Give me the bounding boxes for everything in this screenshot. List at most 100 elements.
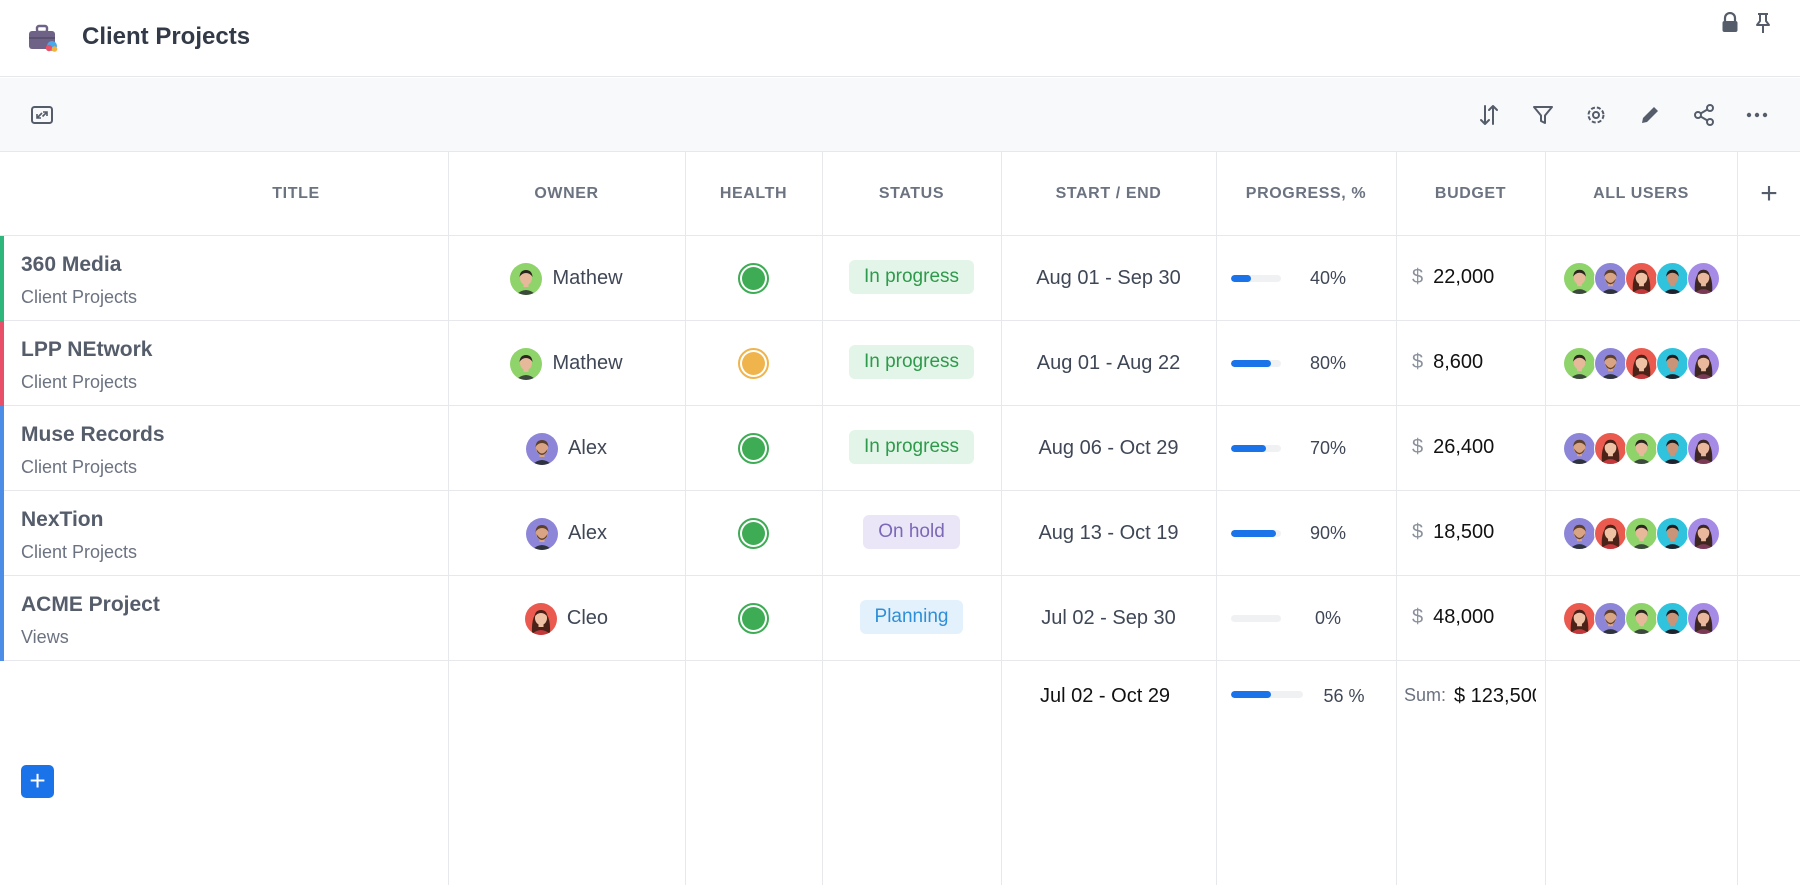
user-avatar[interactable] xyxy=(1656,347,1689,380)
column-header-progress[interactable]: PROGRESS, % xyxy=(1245,184,1367,202)
dates-cell[interactable]: Jul 02 - Sep 30 xyxy=(1001,576,1216,661)
user-avatar[interactable] xyxy=(1656,602,1689,635)
health-cell[interactable] xyxy=(685,576,822,661)
avatar-cleo xyxy=(1626,263,1657,294)
column-header-dates[interactable]: START / END xyxy=(1055,184,1162,202)
settings-button[interactable] xyxy=(1582,101,1610,129)
user-avatar[interactable] xyxy=(1625,347,1658,380)
more-button[interactable] xyxy=(1743,101,1771,129)
edit-button[interactable] xyxy=(1636,101,1664,129)
user-avatar[interactable] xyxy=(1563,602,1596,635)
table-row[interactable]: NexTion Client Projects Alex On hold Aug… xyxy=(0,491,1800,576)
budget-cell[interactable]: $ 8,600 xyxy=(1412,351,1483,374)
user-avatar[interactable] xyxy=(1687,602,1720,635)
user-avatar[interactable] xyxy=(1563,262,1596,295)
user-avatar[interactable] xyxy=(1687,432,1720,465)
table-row[interactable]: 360 Media Client Projects Mathew In prog… xyxy=(0,236,1800,321)
dates-cell[interactable]: Aug 06 - Oct 29 xyxy=(1001,406,1216,491)
row-title[interactable]: ACME Project xyxy=(21,593,160,616)
column-header-budget[interactable]: BUDGET xyxy=(1434,184,1507,202)
all-users-avatars[interactable] xyxy=(1563,432,1720,465)
user-avatar[interactable] xyxy=(1563,347,1596,380)
share-button[interactable] xyxy=(1690,101,1718,129)
status-cell[interactable]: In progress xyxy=(822,236,1001,321)
avatar-lena xyxy=(1688,348,1719,379)
health-cell[interactable] xyxy=(685,406,822,491)
row-subtitle: Client Projects xyxy=(21,542,138,562)
budget-cell[interactable]: $ 22,000 xyxy=(1412,266,1494,289)
owner-cell[interactable]: Cleo xyxy=(448,576,685,661)
owner-cell[interactable]: Mathew xyxy=(448,236,685,321)
table-row[interactable]: ACME Project Views Cleo Planning Jul 02 … xyxy=(0,576,1800,661)
avatar-lena xyxy=(1688,603,1719,634)
sort-button[interactable] xyxy=(1475,101,1503,129)
budget-cell[interactable]: $ 48,000 xyxy=(1412,606,1494,629)
user-avatar[interactable] xyxy=(1687,517,1720,550)
dates-cell[interactable]: Aug 13 - Oct 19 xyxy=(1001,491,1216,576)
row-subtitle: Views xyxy=(21,627,69,647)
row-title[interactable]: NexTion xyxy=(21,508,104,531)
row-title[interactable]: 360 Media xyxy=(21,253,122,276)
user-avatar[interactable] xyxy=(1625,602,1658,635)
status-cell[interactable]: On hold xyxy=(822,491,1001,576)
user-avatar[interactable] xyxy=(1563,517,1596,550)
user-avatar[interactable] xyxy=(1594,517,1627,550)
user-avatar[interactable] xyxy=(1625,432,1658,465)
progress-text: 80% xyxy=(1309,353,1347,373)
budget-cell[interactable]: $ 18,500 xyxy=(1412,521,1494,544)
column-header-title[interactable]: TITLE xyxy=(272,184,320,202)
user-avatar[interactable] xyxy=(1687,262,1720,295)
status-cell[interactable]: Planning xyxy=(822,576,1001,661)
all-users-avatars[interactable] xyxy=(1563,517,1720,550)
column-header-status[interactable]: STATUS xyxy=(878,184,945,202)
user-avatar[interactable] xyxy=(1656,432,1689,465)
user-avatar[interactable] xyxy=(1594,432,1627,465)
user-avatar[interactable] xyxy=(1625,517,1658,550)
health-cell[interactable] xyxy=(685,321,822,406)
table-row[interactable]: Muse Records Client Projects Alex In pro… xyxy=(0,406,1800,491)
health-indicator xyxy=(738,518,769,549)
briefcase-icon xyxy=(29,24,58,52)
user-avatar[interactable] xyxy=(1594,602,1627,635)
avatar-cleo xyxy=(1564,603,1595,634)
owner-cell[interactable]: Mathew xyxy=(448,321,685,406)
user-avatar[interactable] xyxy=(1687,347,1720,380)
all-users-avatars[interactable] xyxy=(1563,602,1720,635)
add-row-button[interactable]: + xyxy=(21,765,54,798)
date-range: Aug 01 - Sep 30 xyxy=(1036,267,1181,289)
filter-button[interactable] xyxy=(1529,101,1557,129)
pin-icon[interactable] xyxy=(1753,12,1773,34)
dates-cell[interactable]: Aug 01 - Aug 22 xyxy=(1001,321,1216,406)
budget-cell[interactable]: $ 26,400 xyxy=(1412,436,1494,459)
health-cell[interactable] xyxy=(685,491,822,576)
dates-cell[interactable]: Aug 01 - Sep 30 xyxy=(1001,236,1216,321)
currency-symbol: $ xyxy=(1412,351,1424,373)
user-avatar[interactable] xyxy=(1594,262,1627,295)
all-users-avatars[interactable] xyxy=(1563,262,1720,295)
health-cell[interactable] xyxy=(685,236,822,321)
column-header-health[interactable]: HEALTH xyxy=(719,184,788,202)
expand-button[interactable] xyxy=(28,101,56,129)
owner-name: Alex xyxy=(568,437,607,459)
owner-cell[interactable]: Alex xyxy=(448,491,685,576)
expand-icon xyxy=(31,106,53,124)
status-cell[interactable]: In progress xyxy=(822,321,1001,406)
all-users-avatars[interactable] xyxy=(1563,347,1720,380)
currency-symbol: $ xyxy=(1412,606,1424,628)
add-column-button[interactable]: + xyxy=(1760,176,1778,210)
row-title[interactable]: LPP NEtwork xyxy=(21,338,153,361)
user-avatar[interactable] xyxy=(1656,517,1689,550)
user-avatar[interactable] xyxy=(1594,347,1627,380)
column-header-owner[interactable]: OWNER xyxy=(534,184,599,202)
lock-icon[interactable] xyxy=(1720,12,1740,34)
user-avatar[interactable] xyxy=(1656,262,1689,295)
owner-cell[interactable]: Alex xyxy=(448,406,685,491)
user-avatar[interactable] xyxy=(1625,262,1658,295)
status-cell[interactable]: In progress xyxy=(822,406,1001,491)
row-title[interactable]: Muse Records xyxy=(21,423,165,446)
table-row[interactable]: LPP NEtwork Client Projects Mathew In pr… xyxy=(0,321,1800,406)
avatar-alex xyxy=(526,517,559,550)
user-avatar[interactable] xyxy=(1563,432,1596,465)
date-range: Aug 13 - Oct 19 xyxy=(1038,522,1179,544)
column-header-all-users[interactable]: ALL USERS xyxy=(1593,184,1689,202)
